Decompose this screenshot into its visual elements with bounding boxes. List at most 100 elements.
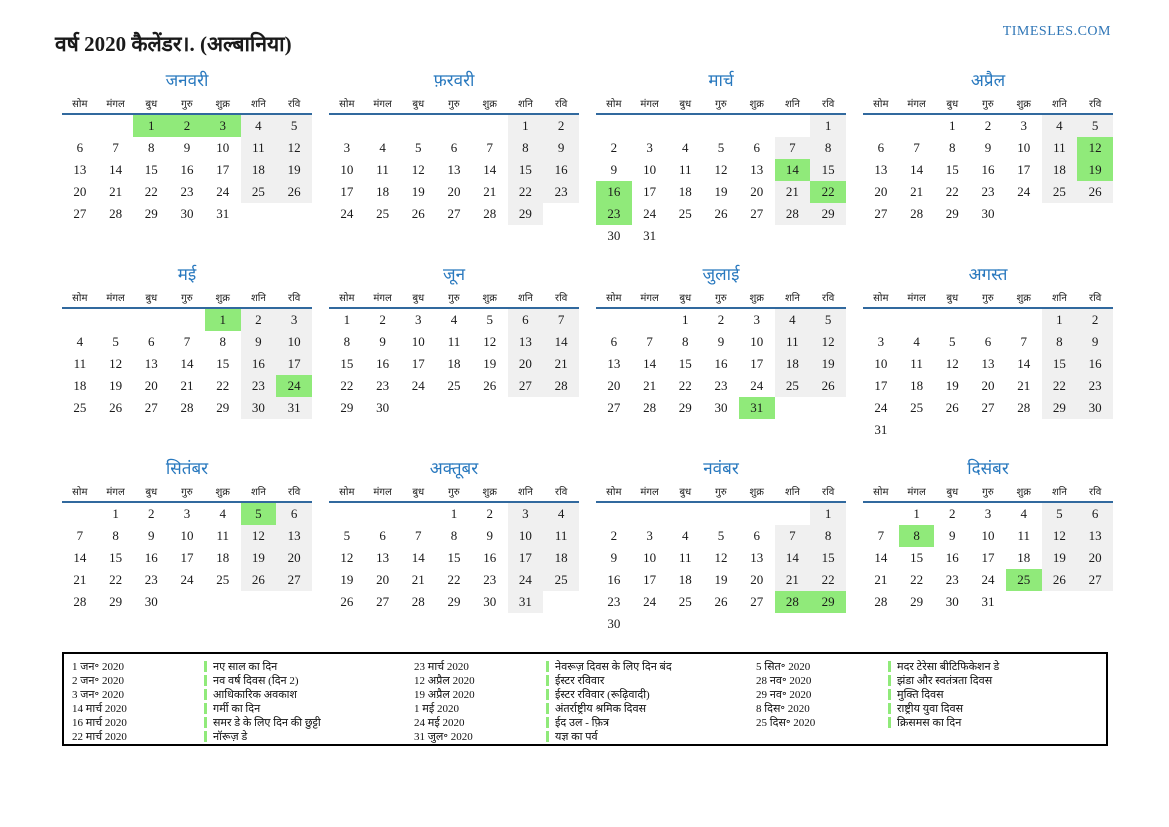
days-grid: 1 2 3 4 5 6 7 8 9 10 11 12 13 14 15 16 17 18 19 20 21 22 23 24 2… xyxy=(62,115,312,225)
weekday-label: शनि xyxy=(250,293,266,304)
month-title: नवंबर xyxy=(703,459,739,478)
day-cell xyxy=(205,591,241,613)
holiday-marker-icon xyxy=(888,660,891,672)
day-cell: 28 xyxy=(643,400,657,415)
day-cell: 19 xyxy=(714,572,728,587)
legend-date: 1 मई 2020 xyxy=(414,702,459,715)
weekday-label: गुरु xyxy=(181,293,193,304)
day-cell: 20 xyxy=(981,378,995,393)
day-cell: 29 xyxy=(910,594,924,609)
day-cell: 11 xyxy=(240,137,277,159)
day-cell xyxy=(98,309,134,331)
day-cell: 21 xyxy=(180,378,194,393)
day-cell: 1 xyxy=(343,312,351,327)
weekday-label: गुरु xyxy=(715,487,727,498)
legend-date: 16 मार्च 2020 xyxy=(72,716,127,729)
day-cell: 22 xyxy=(109,572,123,587)
day-cell: 25 xyxy=(73,400,87,415)
day-cell: 15 xyxy=(340,356,354,371)
day-cell: 26 xyxy=(714,206,728,221)
day-cell: 17 xyxy=(340,184,354,199)
legend-date: 19 अप्रैल 2020 xyxy=(414,688,475,701)
weekday-header-row: सोम मंगल बुध गुरु शुक्र शनि रवि xyxy=(329,290,579,309)
weekday-label: सोम xyxy=(873,487,889,498)
day-cell: 7 xyxy=(774,137,811,159)
day-cell: 13 xyxy=(73,162,87,177)
day-cell: 19 xyxy=(411,184,425,199)
day-cell: 14 xyxy=(483,162,497,177)
weekday-label: मंगल xyxy=(373,99,392,110)
day-cell: 8 xyxy=(1041,331,1078,353)
day-cell: 10 xyxy=(507,525,544,547)
day-cell: 4 xyxy=(450,312,458,327)
weekday-label: गुरु xyxy=(982,293,994,304)
month-block: जून सोम मंगल बुध गुरु शुक्र शनि रवि 1 2 3 4 5 6 7 8 9 10 1… xyxy=(329,262,579,434)
day-cell xyxy=(632,309,668,331)
weekday-label: रवि xyxy=(555,99,568,110)
day-cell: 5 xyxy=(240,503,277,525)
day-cell: 26 xyxy=(411,206,425,221)
day-cell: 9 xyxy=(486,528,493,543)
legend-group: 5 सित॰ 2020 मदर टेरेसा बीटिफिकेशन डे 28 नव… xyxy=(756,659,1098,740)
day-cell xyxy=(276,591,312,613)
day-cell: 14 xyxy=(874,550,888,565)
day-cell xyxy=(365,115,401,137)
day-cell: 11 xyxy=(1041,137,1078,159)
day-cell: 6 xyxy=(148,334,155,349)
day-cell: 3 xyxy=(1020,118,1027,133)
day-cell: 25 xyxy=(543,569,579,591)
day-cell: 2 xyxy=(1077,309,1113,331)
day-cell: 23 xyxy=(180,184,194,199)
day-cell: 27 xyxy=(376,594,390,609)
month-block: मई सोम मंगल बुध गुरु शुक्र शनि रवि 1 2 3 4 5 6 7 8 9 10 11… xyxy=(62,262,312,434)
day-cell: 26 xyxy=(1077,181,1113,203)
legend-row: 31 जुल॰ 2020 यज्ञ का पर्व xyxy=(414,729,756,743)
legend-label: झंडा और स्वतंत्रता दिवस xyxy=(897,674,993,687)
day-cell: 3 xyxy=(646,528,653,543)
weekday-label: रवि xyxy=(1089,293,1102,304)
weekday-label: शुक्र xyxy=(1016,487,1031,498)
day-cell: 11 xyxy=(1017,528,1030,543)
day-cell: 13 xyxy=(750,550,764,565)
legend-label: क्रिसमस का दिन xyxy=(897,716,962,729)
day-cell: 29 xyxy=(945,206,959,221)
day-cell: 10 xyxy=(643,162,657,177)
day-cell: 26 xyxy=(1041,569,1078,591)
month-title: मई xyxy=(177,265,197,284)
weekday-label: सोम xyxy=(339,487,355,498)
weekday-label: सोम xyxy=(606,99,622,110)
day-cell: 23 xyxy=(981,184,995,199)
day-cell: 24 xyxy=(981,572,995,587)
day-cell: 2 xyxy=(984,118,992,133)
day-cell: 1 xyxy=(204,309,241,331)
weekday-label: शुक्र xyxy=(482,487,497,498)
day-cell: 27 xyxy=(276,569,312,591)
holiday-marker-icon xyxy=(546,702,549,714)
weekday-label: गुरु xyxy=(448,487,460,498)
day-cell: 5 xyxy=(486,312,493,327)
month-title: फ़रवरी xyxy=(433,71,475,90)
weekday-label: रवि xyxy=(1089,487,1102,498)
site-logo-link[interactable]: TIMESLES.COM xyxy=(1002,24,1111,39)
day-cell xyxy=(810,397,846,419)
day-cell: 25 xyxy=(216,572,230,587)
legend-label: मदर टेरेसा बीटिफिकेशन डे xyxy=(897,660,1000,673)
day-cell: 6 xyxy=(379,528,386,543)
day-cell: 10 xyxy=(411,334,425,349)
day-cell: 22 xyxy=(810,569,846,591)
day-cell: 27 xyxy=(874,206,888,221)
day-cell: 27 xyxy=(750,594,764,609)
day-cell: 1 xyxy=(949,118,956,133)
day-cell: 19 xyxy=(240,547,277,569)
legend-label: समर डे के लिए दिन की छुट्टी xyxy=(213,716,321,729)
day-cell: 2 xyxy=(610,528,618,543)
holiday-marker-icon xyxy=(546,674,549,686)
day-cell: 15 xyxy=(678,356,692,371)
weekday-header-row: सोम मंगल बुध गुरु शुक्र शनि रवि xyxy=(596,96,846,115)
day-cell: 14 xyxy=(109,162,123,177)
day-cell: 21 xyxy=(874,572,888,587)
legend-group: 1 जन॰ 2020 नए साल का दिन 2 जन॰ 2020 नव वर्ष… xyxy=(72,659,414,743)
day-cell: 21 xyxy=(1017,378,1031,393)
day-cell: 8 xyxy=(112,528,119,543)
day-cell: 26 xyxy=(945,400,959,415)
